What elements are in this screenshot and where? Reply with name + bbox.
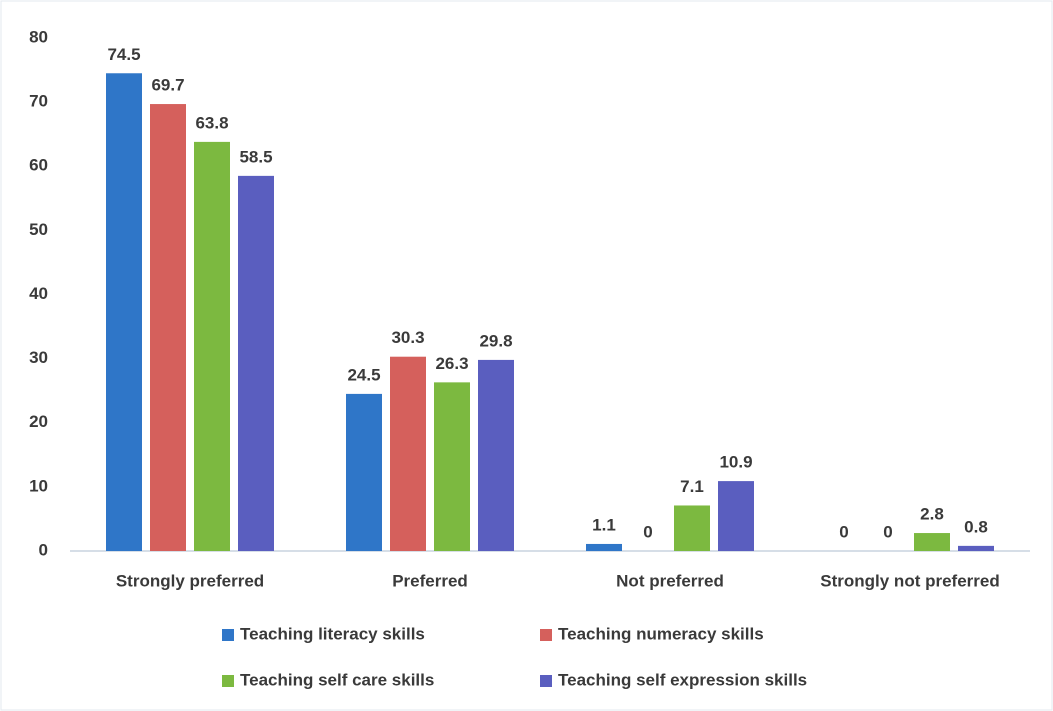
data-label: 24.5: [347, 365, 380, 384]
data-label: 29.8: [479, 331, 512, 350]
bar: [718, 481, 754, 551]
data-label: 0: [839, 522, 848, 541]
bar: [150, 104, 186, 551]
bar: [914, 533, 950, 551]
bar: [238, 175, 274, 551]
bar: [346, 393, 382, 551]
y-tick-label: 20: [29, 412, 48, 431]
bar: [478, 359, 514, 551]
bar: [434, 382, 470, 551]
legend-label: Teaching self care skills: [240, 670, 434, 689]
legend-label: Teaching numeracy skills: [558, 624, 764, 643]
data-label: 63.8: [195, 113, 228, 132]
y-tick-label: 80: [29, 27, 48, 46]
y-tick-label: 70: [29, 92, 48, 111]
y-tick-label: 60: [29, 156, 48, 175]
legend-swatch: [540, 629, 552, 641]
bar: [390, 356, 426, 551]
data-label: 1.1: [592, 515, 616, 534]
x-tick-label: Strongly not preferred: [820, 571, 999, 590]
data-label: 10.9: [719, 453, 752, 472]
data-label: 0: [643, 522, 652, 541]
data-label: 2.8: [920, 505, 944, 524]
legend-swatch: [222, 629, 234, 641]
legend-label: Teaching self expression skills: [558, 670, 807, 689]
data-label: 58.5: [239, 147, 272, 166]
y-tick-label: 10: [29, 476, 48, 495]
data-label: 0: [883, 522, 892, 541]
data-label: 7.1: [680, 477, 704, 496]
bar: [106, 73, 142, 552]
y-tick-label: 0: [39, 540, 48, 559]
bar: [958, 545, 994, 551]
data-label: 26.3: [435, 354, 468, 373]
data-label: 74.5: [107, 45, 140, 64]
legend-swatch: [222, 675, 234, 687]
x-tick-label: Not preferred: [616, 571, 724, 590]
legend-swatch: [540, 675, 552, 687]
bar: [194, 141, 230, 551]
bar: [586, 543, 622, 551]
data-label: 0.8: [964, 517, 988, 536]
x-tick-label: Strongly preferred: [116, 571, 264, 590]
x-tick-label: Preferred: [392, 571, 468, 590]
y-tick-label: 30: [29, 348, 48, 367]
bar: [674, 505, 710, 551]
y-tick-label: 50: [29, 220, 48, 239]
data-label: 69.7: [151, 76, 184, 95]
legend-label: Teaching literacy skills: [240, 624, 425, 643]
data-label: 30.3: [391, 328, 424, 347]
y-tick-label: 40: [29, 284, 48, 303]
